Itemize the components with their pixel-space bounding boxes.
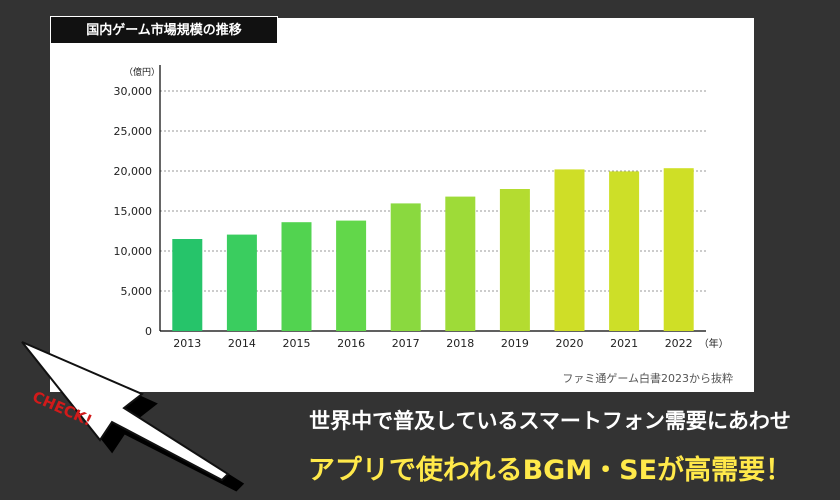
- tagline-line2: アプリで使われるBGM・SEが高需要！: [307, 455, 793, 486]
- bar: [445, 196, 476, 331]
- y-tick-label: 0: [145, 325, 152, 338]
- x-tick-label: 2016: [337, 337, 365, 350]
- y-tick-label: 10,000: [114, 245, 153, 258]
- bar: [663, 168, 694, 331]
- source-note: ファミ通ゲーム白書2023から抜粋: [562, 372, 733, 385]
- bar: [172, 239, 203, 331]
- x-axis-label: （年）: [699, 337, 729, 350]
- x-tick-label: 2020: [556, 337, 584, 350]
- y-tick-label: 20,000: [114, 165, 153, 178]
- x-tick-label: 2018: [446, 337, 474, 350]
- x-tick-label: 2015: [283, 337, 311, 350]
- x-tick-label: 2021: [610, 337, 638, 350]
- y-tick-label: 15,000: [114, 205, 153, 218]
- y-tick-label: 5,000: [121, 285, 153, 298]
- x-tick-label: 2013: [173, 337, 201, 350]
- bar: [609, 171, 640, 331]
- x-tick-label: 2014: [228, 337, 256, 350]
- bar: [336, 220, 367, 331]
- bar: [499, 189, 530, 331]
- y-axis-label: （億円）: [124, 66, 160, 78]
- x-tick-label: 2019: [501, 337, 529, 350]
- bar: [226, 234, 257, 331]
- check-arrow-icon: CHECK!: [21, 341, 245, 492]
- bar: [390, 203, 421, 331]
- chart-title-tag: 国内ゲーム市場規模の推移: [50, 16, 278, 44]
- tagline-line1: 世界中で普及しているスマートフォン需要にあわせ: [309, 409, 791, 433]
- y-tick-label: 25,000: [114, 125, 153, 138]
- x-tick-label: 2017: [392, 337, 420, 350]
- bar: [554, 169, 585, 331]
- y-tick-label: 30,000: [114, 85, 153, 98]
- bar-chart: 0 5,000 10,000 15,000 20,000 25,000 30,000 （億円）…: [114, 65, 729, 350]
- bar: [281, 222, 312, 331]
- x-tick-label: 2022: [665, 337, 693, 350]
